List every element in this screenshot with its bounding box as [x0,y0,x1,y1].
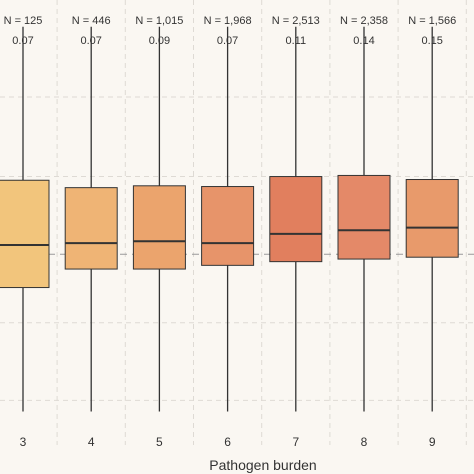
n-label-4: N = 446 [72,15,111,27]
box-3 [0,179,50,289]
value-label-8: 0.14 [353,35,374,47]
n-label-9: N = 1,566 [408,15,456,27]
value-label-7: 0.11 [286,35,307,47]
x-tick-label-4: 4 [88,435,95,449]
box-6 [201,186,255,266]
x-tick-label-7: 7 [292,435,299,449]
value-label-9: 0.15 [421,35,442,47]
box-7 [269,176,323,263]
value-label-6: 0.07 [217,35,238,47]
boxes-layer [0,26,459,412]
n-label-6: N = 1,968 [204,15,252,27]
value-label-5: 0.09 [149,35,170,47]
x-tick-label-5: 5 [156,435,163,449]
value-label-3: 0.07 [12,35,33,47]
labels-layer: N = 125 0.07 3 N = 446 0.07 4 N = 1,015 0.09 5 N … [4,15,457,449]
box-4 [64,187,118,270]
x-tick-label-3: 3 [20,435,27,449]
n-label-8: N = 2,358 [340,15,388,27]
x-tick-label-9: 9 [429,435,436,449]
value-label-4: 0.07 [80,35,101,47]
box-9 [405,179,459,258]
x-tick-label-6: 6 [224,435,231,449]
n-label-3: N = 125 [4,15,43,27]
x-axis-title: Pathogen burden [209,457,316,473]
grid-layer [0,0,474,445]
n-label-5: N = 1,015 [135,15,183,27]
box-5 [132,185,186,270]
box-8 [337,174,391,260]
n-label-7: N = 2,513 [272,15,320,27]
x-tick-label-8: 8 [361,435,368,449]
